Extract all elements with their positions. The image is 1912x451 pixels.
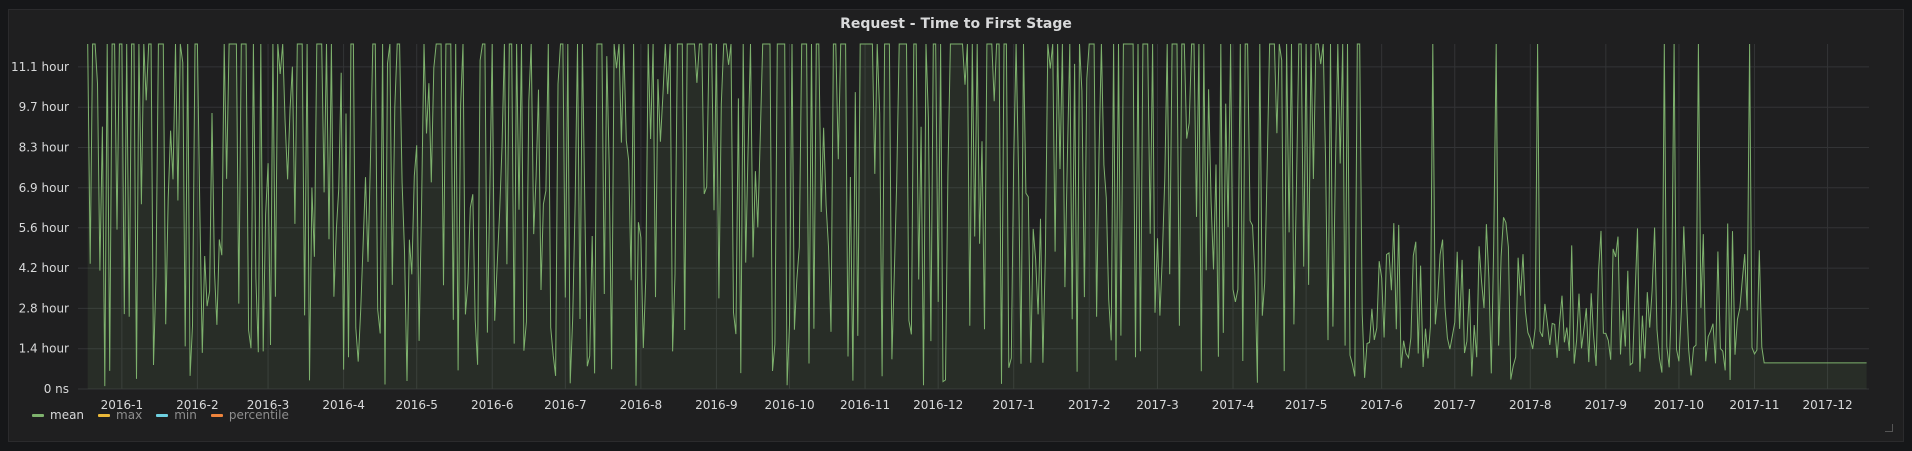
x-tick-label: 2017-10	[1654, 398, 1704, 412]
x-tick-label: 2016-10	[764, 398, 814, 412]
x-tick-label: 2016-6	[471, 398, 514, 412]
x-tick-label: 2017-9	[1585, 398, 1628, 412]
x-tick-label: 2017-3	[1136, 398, 1179, 412]
x-tick-label: 2016-8	[620, 398, 663, 412]
x-tick-label: 2016-2	[176, 398, 219, 412]
legend-label-percentile: percentile	[228, 408, 289, 422]
x-tick-label: 2016-7	[544, 398, 587, 412]
y-tick-label: 8.3 hour	[19, 141, 69, 155]
y-tick-label: 0 ns	[44, 382, 69, 396]
mean-line[interactable]	[87, 43, 1867, 387]
legend-swatch-mean	[32, 413, 44, 417]
x-tick-label: 2017-5	[1285, 398, 1328, 412]
legend-item-max[interactable]: max	[98, 408, 142, 422]
x-tick-label: 2016-1	[101, 398, 144, 412]
y-tick-label: 11.1 hour	[11, 60, 69, 74]
x-tick-label: 2016-4	[322, 398, 365, 412]
legend-swatch-percentile	[210, 413, 223, 417]
legend-item-min[interactable]: min	[156, 408, 197, 422]
y-tick-label: 6.9 hour	[19, 181, 69, 195]
x-tick-label: 2017-4	[1212, 398, 1255, 412]
x-tick-label: 2017-6	[1360, 398, 1403, 412]
legend: mean max min percentile	[32, 408, 289, 422]
y-tick-label: 9.7 hour	[19, 100, 69, 114]
legend-swatch-max	[98, 413, 111, 417]
x-tick-label: 2017-7	[1433, 398, 1476, 412]
panel-title[interactable]: Request - Time to First Stage	[840, 16, 1072, 32]
x-axis-ticks: 2016-1 2016-2 2016-3 2016-4 2016-5 2016-6 2016…	[101, 398, 1853, 412]
x-tick-label: 2017-11	[1729, 398, 1779, 412]
x-tick-label: 2016-5	[395, 398, 438, 412]
legend-item-mean[interactable]: mean	[32, 408, 84, 422]
legend-label-max: max	[116, 408, 143, 422]
y-tick-label: 5.6 hour	[19, 221, 69, 235]
mean-series-line[interactable]	[87, 43, 1867, 387]
legend-item-percentile[interactable]: percentile	[210, 408, 289, 422]
y-tick-label: 2.8 hour	[19, 301, 69, 315]
resize-handle[interactable]	[1885, 424, 1893, 432]
y-axis-ticks: 0 ns 1.4 hour 2.8 hour 4.2 hour 5.6 hour 6.9 …	[11, 60, 69, 396]
x-tick-label: 2017-8	[1509, 398, 1552, 412]
mean-area-fill	[87, 44, 1867, 389]
x-tick-label: 2016-9	[695, 398, 738, 412]
x-tick-label: 2017-1	[992, 398, 1035, 412]
legend-swatch-min	[156, 413, 169, 417]
legend-label-min: min	[174, 408, 197, 422]
mean-area	[87, 44, 1867, 389]
graph-panel: Request - Time to First Stage	[8, 9, 1904, 442]
legend-label-mean: mean	[50, 408, 85, 422]
x-tick-label: 2017-12	[1803, 398, 1853, 412]
x-tick-label: 2016-12	[913, 398, 963, 412]
x-tick-label: 2016-11	[840, 398, 890, 412]
x-tick-label: 2016-3	[247, 398, 290, 412]
x-tick-label: 2017-2	[1068, 398, 1111, 412]
y-tick-label: 4.2 hour	[19, 261, 69, 275]
y-tick-label: 1.4 hour	[19, 342, 69, 356]
